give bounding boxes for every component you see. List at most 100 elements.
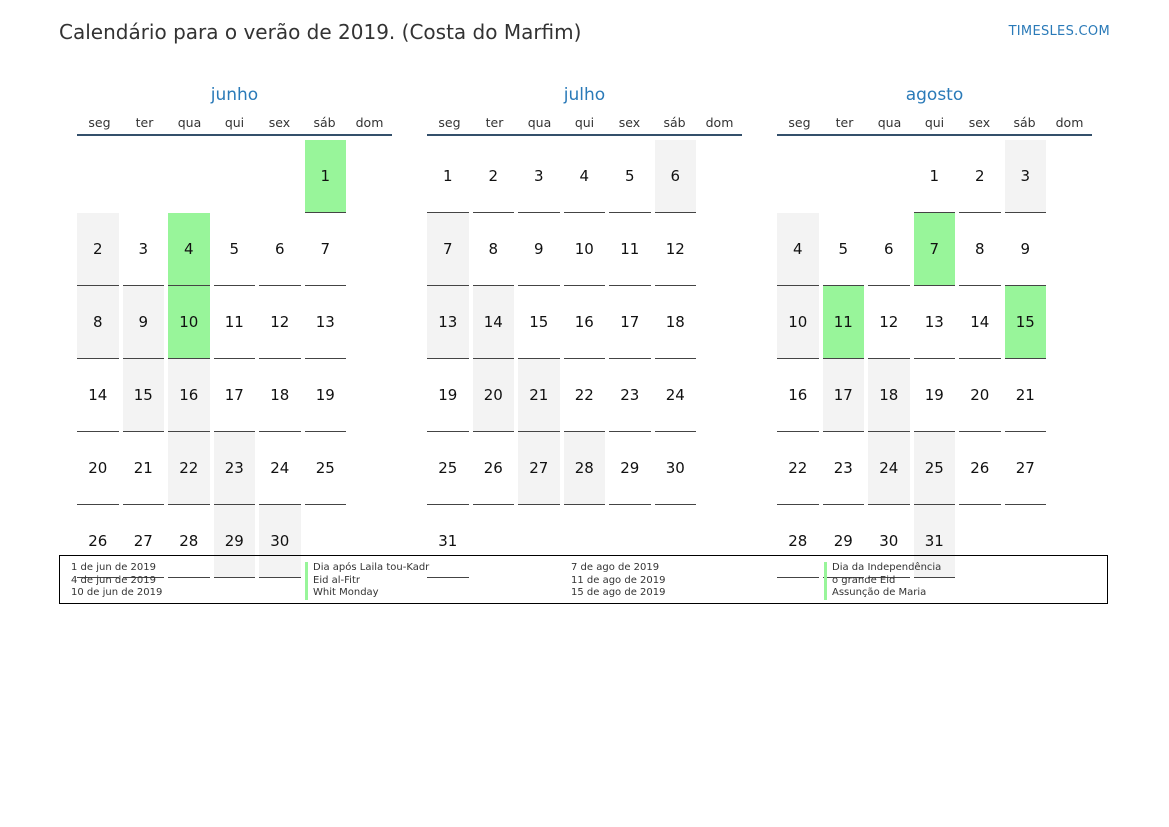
day-cell[interactable]: 29 — [213, 505, 260, 578]
day-cell[interactable]: 17 — [213, 359, 260, 432]
day-cell[interactable]: 23 — [822, 432, 869, 505]
day-number: 25 — [304, 432, 346, 505]
day-cell[interactable]: 2 — [472, 140, 519, 213]
day-cell[interactable]: 16 — [777, 359, 823, 432]
day-cell[interactable]: 2 — [959, 140, 1005, 213]
day-cell[interactable]: 30 — [259, 505, 305, 578]
month-title: agosto — [905, 85, 964, 105]
day-cell[interactable]: 31 — [913, 505, 960, 578]
day-cell[interactable]: 22 — [777, 432, 823, 505]
day-cell[interactable]: 3 — [1004, 140, 1051, 213]
day-cell[interactable]: 7 — [304, 213, 351, 286]
day-cell[interactable]: 6 — [654, 140, 701, 213]
day-cell[interactable]: 5 — [213, 213, 260, 286]
day-cell[interactable]: 7 — [427, 213, 473, 286]
day-cell[interactable]: 27 — [122, 505, 169, 578]
day-cell[interactable]: 9 — [122, 286, 169, 359]
day-cell[interactable]: 12 — [868, 286, 914, 359]
day-cell[interactable]: 31 — [427, 505, 473, 578]
day-cell[interactable]: 19 — [913, 359, 960, 432]
day-cell[interactable]: 8 — [959, 213, 1005, 286]
day-cell[interactable]: 19 — [427, 359, 473, 432]
day-cell[interactable]: 24 — [868, 432, 914, 505]
day-cell[interactable]: 9 — [518, 213, 564, 286]
day-cell[interactable]: 20 — [959, 359, 1005, 432]
day-cell[interactable]: 13 — [427, 286, 473, 359]
day-cell[interactable]: 25 — [913, 432, 960, 505]
day-cell[interactable]: 24 — [654, 359, 701, 432]
day-cell[interactable]: 11 — [213, 286, 260, 359]
day-cell[interactable]: 9 — [1004, 213, 1051, 286]
day-cell[interactable]: 5 — [609, 140, 655, 213]
day-cell[interactable]: 15 — [122, 359, 169, 432]
day-number: 3 — [1004, 140, 1046, 213]
day-cell[interactable]: 8 — [77, 286, 123, 359]
day-cell[interactable]: 10 — [563, 213, 610, 286]
day-cell[interactable]: 18 — [654, 286, 701, 359]
day-cell[interactable]: 11 — [609, 213, 655, 286]
day-cell[interactable]: 1 — [427, 140, 473, 213]
day-number: 17 — [822, 359, 864, 432]
day-cell[interactable]: 21 — [122, 432, 169, 505]
day-cell[interactable]: 6 — [868, 213, 914, 286]
day-cell[interactable]: 22 — [168, 432, 214, 505]
day-cell[interactable]: 13 — [304, 286, 351, 359]
day-cell[interactable]: 27 — [1004, 432, 1051, 505]
day-cell[interactable]: 19 — [304, 359, 351, 432]
day-cell[interactable]: 20 — [472, 359, 519, 432]
day-cell[interactable]: 25 — [304, 432, 351, 505]
day-cell[interactable]: 1 — [913, 140, 960, 213]
day-cell[interactable]: 16 — [168, 359, 214, 432]
day-cell[interactable]: 20 — [77, 432, 123, 505]
day-cell[interactable]: 25 — [427, 432, 473, 505]
day-cell[interactable]: 7 — [913, 213, 960, 286]
day-cell[interactable]: 5 — [822, 213, 869, 286]
day-cell[interactable]: 10 — [777, 286, 823, 359]
day-cell[interactable]: 18 — [868, 359, 914, 432]
day-cell[interactable]: 30 — [654, 432, 701, 505]
day-cell[interactable]: 11 — [822, 286, 869, 359]
brand-link[interactable]: TIMESLES.COM — [1008, 24, 1110, 39]
day-cell[interactable]: 28 — [168, 505, 214, 578]
day-cell[interactable]: 21 — [1004, 359, 1051, 432]
day-cell[interactable]: 29 — [822, 505, 869, 578]
day-cell[interactable]: 14 — [959, 286, 1005, 359]
day-cell[interactable]: 15 — [518, 286, 564, 359]
day-cell[interactable]: 2 — [77, 213, 123, 286]
day-cell[interactable]: 12 — [654, 213, 701, 286]
day-cell[interactable]: 8 — [472, 213, 519, 286]
day-cell[interactable]: 16 — [563, 286, 610, 359]
day-cell[interactable]: 26 — [472, 432, 519, 505]
day-cell[interactable]: 1 — [304, 140, 351, 213]
day-cell[interactable]: 4 — [563, 140, 610, 213]
day-cell[interactable]: 3 — [122, 213, 169, 286]
day-cell[interactable]: 28 — [563, 432, 610, 505]
day-cell[interactable]: 3 — [518, 140, 564, 213]
day-cell[interactable]: 29 — [609, 432, 655, 505]
day-number: 28 — [563, 432, 605, 505]
day-cell[interactable]: 23 — [213, 432, 260, 505]
day-cell[interactable]: 24 — [259, 432, 305, 505]
day-cell[interactable]: 22 — [563, 359, 610, 432]
day-cell[interactable]: 14 — [472, 286, 519, 359]
day-cell[interactable]: 17 — [822, 359, 869, 432]
day-cell[interactable]: 14 — [77, 359, 123, 432]
day-cell[interactable]: 23 — [609, 359, 655, 432]
day-cell[interactable]: 15 — [1004, 286, 1051, 359]
day-cell[interactable]: 13 — [913, 286, 960, 359]
day-cell[interactable]: 28 — [777, 505, 823, 578]
day-cell[interactable]: 6 — [259, 213, 305, 286]
day-number: 13 — [913, 286, 955, 359]
day-cell[interactable]: 12 — [259, 286, 305, 359]
day-cell[interactable]: 27 — [518, 432, 564, 505]
day-cell[interactable]: 10 — [168, 286, 214, 359]
day-cell[interactable]: 26 — [959, 432, 1005, 505]
day-cell[interactable]: 21 — [518, 359, 564, 432]
day-cell[interactable]: 17 — [609, 286, 655, 359]
day-number: 9 — [518, 213, 560, 286]
day-cell[interactable]: 18 — [259, 359, 305, 432]
day-cell[interactable]: 30 — [868, 505, 914, 578]
day-cell[interactable]: 26 — [77, 505, 123, 578]
day-cell[interactable]: 4 — [168, 213, 214, 286]
day-cell[interactable]: 4 — [777, 213, 823, 286]
